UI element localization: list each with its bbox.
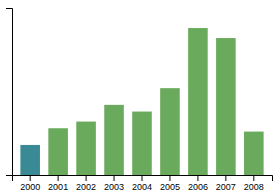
x-tick: 2005 <box>160 175 180 192</box>
x-axis: 2000 2001 2002 2003 2004 2005 2006 2007 2008 <box>13 175 273 192</box>
x-tick: 2007 <box>216 175 236 192</box>
x-tick: 2008 <box>244 175 264 192</box>
x-tick-mark <box>253 175 254 181</box>
bar <box>48 128 68 175</box>
chart: 2000 2001 2002 2003 2004 2005 2006 2007 2008 <box>0 0 280 195</box>
bar <box>104 105 124 175</box>
x-tick-label: 2002 <box>76 182 96 192</box>
x-tick: 2003 <box>104 175 124 192</box>
x-axis-line <box>13 176 273 182</box>
x-tick-label: 2008 <box>244 182 264 192</box>
x-tick: 2000 <box>20 175 40 192</box>
bar <box>216 38 236 175</box>
bar <box>76 122 96 175</box>
x-tick-label: 2003 <box>104 182 124 192</box>
x-tick: 2006 <box>188 175 208 192</box>
x-tick-mark <box>58 175 59 181</box>
bar <box>244 132 264 175</box>
plot: 2000 2001 2002 2003 2004 2005 2006 2007 2008 <box>6 9 273 193</box>
x-tick-label: 2004 <box>132 182 152 192</box>
x-tick-label: 2000 <box>20 182 40 192</box>
bars <box>20 28 263 175</box>
x-tick-mark <box>114 175 115 181</box>
x-tick-label: 2006 <box>188 182 208 192</box>
x-tick-label: 2005 <box>160 182 180 192</box>
x-tick-label: 2001 <box>48 182 68 192</box>
x-tick-mark <box>30 175 31 181</box>
bar <box>132 112 152 175</box>
bar <box>20 145 40 175</box>
x-tick-mark <box>169 175 170 181</box>
x-tick-mark <box>142 175 143 181</box>
x-tick-mark <box>197 175 198 181</box>
bar <box>160 88 180 175</box>
x-tick-mark <box>86 175 87 181</box>
x-tick-label: 2007 <box>216 182 236 192</box>
y-axis-line <box>6 9 13 176</box>
x-tick: 2001 <box>48 175 68 192</box>
bar <box>188 28 208 175</box>
x-tick: 2002 <box>76 175 96 192</box>
x-tick: 2004 <box>132 175 152 192</box>
x-tick-mark <box>225 175 226 181</box>
y-axis <box>6 9 13 176</box>
